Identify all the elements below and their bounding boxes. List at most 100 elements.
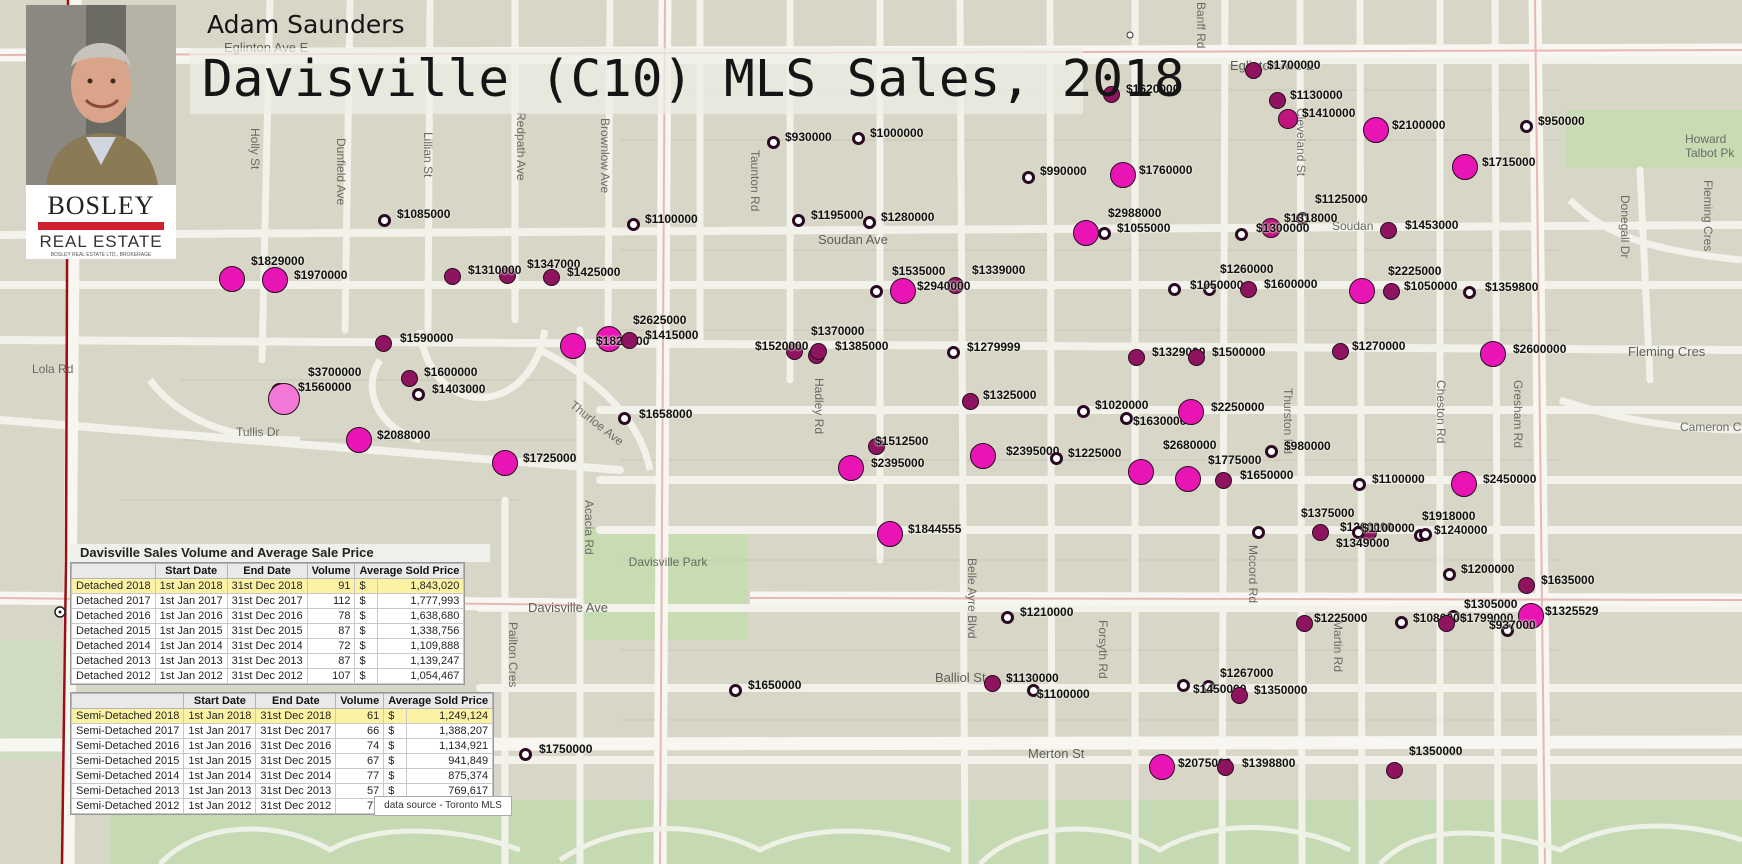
sale-marker[interactable] xyxy=(1295,614,1313,632)
sale-marker[interactable] xyxy=(1268,91,1286,109)
sale-price-label: $1775000 xyxy=(1208,453,1262,467)
table-cell: 1st Jan 2012 xyxy=(183,798,257,814)
sale-marker[interactable] xyxy=(946,345,960,359)
sale-marker[interactable] xyxy=(1278,109,1298,129)
sale-marker[interactable] xyxy=(377,213,391,227)
sale-marker[interactable] xyxy=(1000,610,1014,624)
sale-marker[interactable] xyxy=(1442,567,1456,581)
sale-marker[interactable] xyxy=(1110,162,1136,188)
sale-marker[interactable] xyxy=(1418,527,1432,541)
sale-marker[interactable] xyxy=(961,392,979,410)
sale-marker[interactable] xyxy=(851,131,865,145)
sale-marker[interactable] xyxy=(809,342,827,360)
street-label-cameron: Cameron Cres xyxy=(1680,420,1742,434)
sale-marker[interactable] xyxy=(1202,282,1216,296)
sale-marker[interactable] xyxy=(1021,170,1035,184)
sale-marker[interactable] xyxy=(791,213,805,227)
sale-marker[interactable] xyxy=(498,266,516,284)
sale-marker[interactable] xyxy=(1394,615,1408,629)
sale-marker[interactable] xyxy=(596,326,622,352)
sale-marker[interactable] xyxy=(1214,471,1232,489)
sale-marker[interactable] xyxy=(1517,576,1535,594)
sale-marker[interactable] xyxy=(1049,451,1063,465)
sale-marker[interactable] xyxy=(268,383,300,415)
sale-marker[interactable] xyxy=(1352,477,1366,491)
sale-marker[interactable] xyxy=(492,450,518,476)
sale-marker[interactable] xyxy=(1097,226,1111,240)
sale-marker[interactable] xyxy=(1239,280,1257,298)
sale-marker[interactable] xyxy=(1076,404,1090,418)
sale-price-label: $1325529 xyxy=(1545,604,1599,618)
sale-marker[interactable] xyxy=(1500,623,1514,637)
sale-marker[interactable] xyxy=(1519,119,1533,133)
sale-marker[interactable] xyxy=(869,284,883,298)
sale-marker[interactable] xyxy=(877,521,903,547)
sale-marker[interactable] xyxy=(1462,285,1476,299)
sale-marker[interactable] xyxy=(1363,117,1389,143)
sale-marker[interactable] xyxy=(1201,679,1215,693)
sale-marker[interactable] xyxy=(1437,614,1455,632)
sale-marker[interactable] xyxy=(1385,761,1403,779)
sale-marker[interactable] xyxy=(518,747,532,761)
sale-marker[interactable] xyxy=(1349,278,1375,304)
sale-marker[interactable] xyxy=(617,411,631,425)
sale-marker[interactable] xyxy=(1382,282,1400,300)
sale-marker[interactable] xyxy=(219,266,245,292)
sale-marker[interactable] xyxy=(970,443,996,469)
sale-price-label: $950000 xyxy=(1538,114,1585,128)
sale-marker[interactable] xyxy=(1026,683,1040,697)
sale-marker[interactable] xyxy=(1119,411,1133,425)
sale-marker[interactable] xyxy=(1167,282,1181,296)
sale-marker[interactable] xyxy=(1178,399,1204,425)
table-cell: $ xyxy=(354,638,379,654)
sale-marker[interactable] xyxy=(1379,221,1397,239)
sale-marker[interactable] xyxy=(346,427,372,453)
sale-marker[interactable] xyxy=(1451,471,1477,497)
sale-marker[interactable] xyxy=(626,217,640,231)
sale-marker[interactable] xyxy=(1216,758,1234,776)
sale-marker[interactable] xyxy=(1244,61,1262,79)
sale-marker[interactable] xyxy=(1295,211,1309,225)
semi-detached-sales-table: Start Date End Date Volume Average Sold Pri… xyxy=(70,693,494,814)
sale-marker[interactable] xyxy=(443,267,461,285)
sale-marker[interactable] xyxy=(411,387,425,401)
sale-marker[interactable] xyxy=(838,455,864,481)
sale-marker[interactable] xyxy=(1230,686,1248,704)
sale-marker[interactable] xyxy=(1187,348,1205,366)
sale-marker[interactable] xyxy=(1127,348,1145,366)
sale-marker[interactable] xyxy=(1176,678,1190,692)
sale-marker[interactable] xyxy=(862,215,876,229)
sale-marker[interactable] xyxy=(1264,444,1278,458)
sale-marker[interactable] xyxy=(542,268,560,286)
sale-marker[interactable] xyxy=(374,334,392,352)
sale-marker[interactable] xyxy=(1261,218,1281,238)
sale-marker[interactable] xyxy=(1480,341,1506,367)
sale-marker[interactable] xyxy=(1234,227,1248,241)
sale-marker[interactable] xyxy=(1128,459,1154,485)
sale-marker[interactable] xyxy=(1311,523,1329,541)
sale-marker[interactable] xyxy=(766,135,780,149)
table-cell: Detached 2013 xyxy=(71,653,156,669)
sale-marker[interactable] xyxy=(1102,85,1120,103)
sale-marker[interactable] xyxy=(400,369,418,387)
sale-marker[interactable] xyxy=(1331,342,1349,360)
sale-marker[interactable] xyxy=(1351,525,1365,539)
sale-marker[interactable] xyxy=(1251,525,1265,539)
sale-marker[interactable] xyxy=(867,437,885,455)
sale-marker[interactable] xyxy=(560,333,586,359)
sale-marker[interactable] xyxy=(890,278,916,304)
sale-marker[interactable] xyxy=(785,342,803,360)
sale-marker[interactable] xyxy=(728,683,742,697)
sale-marker[interactable] xyxy=(620,331,638,349)
sale-marker[interactable] xyxy=(1149,754,1175,780)
sale-marker[interactable] xyxy=(983,674,1001,692)
sale-marker[interactable] xyxy=(1452,154,1478,180)
sale-marker[interactable] xyxy=(262,267,288,293)
sale-price-label: $1339000 xyxy=(972,263,1026,277)
sale-price-label: $3700000 xyxy=(308,365,362,379)
sale-marker[interactable] xyxy=(1073,220,1099,246)
sale-marker[interactable] xyxy=(1518,603,1544,629)
sale-marker[interactable] xyxy=(946,276,964,294)
sale-marker[interactable] xyxy=(1175,466,1201,492)
